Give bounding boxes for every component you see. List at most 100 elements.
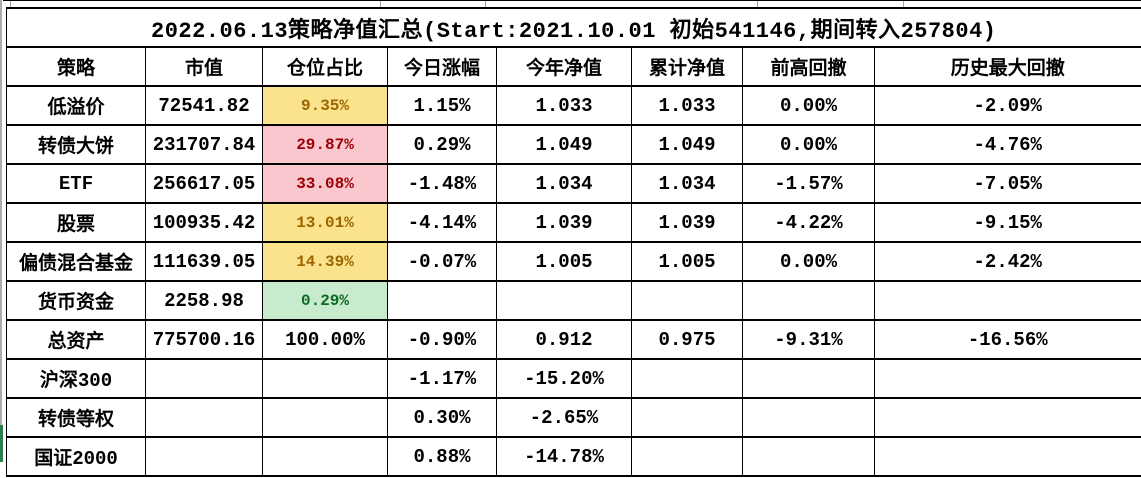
- cell-r3-c7[interactable]: -9.15%: [874, 202, 1141, 243]
- cell-r0-c0[interactable]: 低溢价: [6, 85, 146, 126]
- cell-r9-c4[interactable]: -14.78%: [496, 436, 632, 477]
- cell-r8-c7[interactable]: [874, 397, 1141, 438]
- cell-r8-c0[interactable]: 转债等权: [6, 397, 146, 438]
- cell-r2-c1[interactable]: 256617.05: [145, 163, 263, 204]
- cell-r5-c0[interactable]: 货币资金: [6, 280, 146, 321]
- cell-r6-c2[interactable]: 100.00%: [262, 319, 388, 360]
- cell-r9-c5[interactable]: [631, 436, 743, 477]
- cell-r5-c4[interactable]: [496, 280, 632, 321]
- cell-r2-c2[interactable]: 33.08%: [262, 163, 388, 204]
- title-row: 2022.06.13策略净值汇总(Start:2021.10.01 初始5411…: [6, 7, 1141, 48]
- cell-r4-c4[interactable]: 1.005: [496, 241, 632, 282]
- cell-r2-c4[interactable]: 1.034: [496, 163, 632, 204]
- table-title[interactable]: 2022.06.13策略净值汇总(Start:2021.10.01 初始5411…: [6, 7, 1141, 48]
- cell-r3-c4[interactable]: 1.039: [496, 202, 632, 243]
- cell-r5-c2[interactable]: 0.29%: [262, 280, 388, 321]
- cell-r7-c2[interactable]: [262, 358, 388, 399]
- cell-r7-c5[interactable]: [631, 358, 743, 399]
- cell-r3-c5[interactable]: 1.039: [631, 202, 743, 243]
- cell-r0-c1[interactable]: 72541.82: [145, 85, 263, 126]
- cell-r4-c6[interactable]: 0.00%: [742, 241, 875, 282]
- cell-r6-c6[interactable]: -9.31%: [742, 319, 875, 360]
- cell-r7-c0[interactable]: 沪深300: [6, 358, 146, 399]
- cell-r8-c5[interactable]: [631, 397, 743, 438]
- cell-r6-c7[interactable]: -16.56%: [874, 319, 1141, 360]
- gridline-top: [3, 0, 1141, 1]
- column-header-6[interactable]: 前高回撤: [742, 46, 875, 87]
- cell-r4-c3[interactable]: -0.07%: [387, 241, 497, 282]
- cell-r1-c0[interactable]: 转债大饼: [6, 124, 146, 165]
- cell-r0-c3[interactable]: 1.15%: [387, 85, 497, 126]
- cell-r3-c0[interactable]: 股票: [6, 202, 146, 243]
- cell-r5-c7[interactable]: [874, 280, 1141, 321]
- cell-r7-c4[interactable]: -15.20%: [496, 358, 632, 399]
- cell-r3-c2[interactable]: 13.01%: [262, 202, 388, 243]
- cell-r6-c0[interactable]: 总资产: [6, 319, 146, 360]
- cell-r4-c7[interactable]: -2.42%: [874, 241, 1141, 282]
- cell-r1-c2[interactable]: 29.87%: [262, 124, 388, 165]
- cell-r4-c2[interactable]: 14.39%: [262, 241, 388, 282]
- screenshot-left-edge: [0, 0, 2, 425]
- cell-r3-c3[interactable]: -4.14%: [387, 202, 497, 243]
- cell-r0-c6[interactable]: 0.00%: [742, 85, 875, 126]
- cell-r7-c6[interactable]: [742, 358, 875, 399]
- cell-r5-c5[interactable]: [631, 280, 743, 321]
- cell-r8-c6[interactable]: [742, 397, 875, 438]
- cell-r5-c3[interactable]: [387, 280, 497, 321]
- cell-r8-c4[interactable]: -2.65%: [496, 397, 632, 438]
- table-row: 货币资金 2258.98 0.29%: [6, 280, 1141, 321]
- column-header-2[interactable]: 仓位占比: [262, 46, 388, 87]
- cell-r7-c7[interactable]: [874, 358, 1141, 399]
- cell-r1-c3[interactable]: 0.29%: [387, 124, 497, 165]
- cell-r5-c6[interactable]: [742, 280, 875, 321]
- cell-r8-c3[interactable]: 0.30%: [387, 397, 497, 438]
- table-row: 国证2000 0.88% -14.78%: [6, 436, 1141, 477]
- gridline-stub: [903, 1, 904, 7]
- cell-r2-c5[interactable]: 1.034: [631, 163, 743, 204]
- cell-r2-c0[interactable]: ETF: [6, 163, 146, 204]
- cell-r4-c1[interactable]: 111639.05: [145, 241, 263, 282]
- table-row: 低溢价 72541.82 9.35% 1.15% 1.033 1.033 0.00% -2.0…: [6, 85, 1141, 126]
- table-row: 沪深300 -1.17% -15.20%: [6, 358, 1141, 399]
- cell-r3-c6[interactable]: -4.22%: [742, 202, 875, 243]
- cell-r9-c2[interactable]: [262, 436, 388, 477]
- cell-r9-c7[interactable]: [874, 436, 1141, 477]
- cell-r9-c0[interactable]: 国证2000: [6, 436, 146, 477]
- cell-r6-c4[interactable]: 0.912: [496, 319, 632, 360]
- cell-r3-c1[interactable]: 100935.42: [145, 202, 263, 243]
- cell-r4-c5[interactable]: 1.005: [631, 241, 743, 282]
- cell-r2-c3[interactable]: -1.48%: [387, 163, 497, 204]
- cell-r6-c3[interactable]: -0.90%: [387, 319, 497, 360]
- cell-r4-c0[interactable]: 偏债混合基金: [6, 241, 146, 282]
- column-header-0[interactable]: 策略: [6, 46, 146, 87]
- cell-r8-c2[interactable]: [262, 397, 388, 438]
- cell-r9-c3[interactable]: 0.88%: [387, 436, 497, 477]
- cell-r9-c6[interactable]: [742, 436, 875, 477]
- column-header-7[interactable]: 历史最大回撤: [874, 46, 1141, 87]
- column-header-1[interactable]: 市值: [145, 46, 263, 87]
- column-header-3[interactable]: 今日涨幅: [387, 46, 497, 87]
- cell-r5-c1[interactable]: 2258.98: [145, 280, 263, 321]
- cell-r1-c1[interactable]: 231707.84: [145, 124, 263, 165]
- cell-r1-c4[interactable]: 1.049: [496, 124, 632, 165]
- cell-r1-c7[interactable]: -4.76%: [874, 124, 1141, 165]
- cell-r0-c5[interactable]: 1.033: [631, 85, 743, 126]
- cell-r8-c1[interactable]: [145, 397, 263, 438]
- gridline-stub: [757, 1, 758, 7]
- cell-r2-c7[interactable]: -7.05%: [874, 163, 1141, 204]
- cell-r1-c6[interactable]: 0.00%: [742, 124, 875, 165]
- header-row: 策略 市值 仓位占比 今日涨幅 今年净值 累计净值 前高回撤 历史最大回撤: [6, 46, 1141, 87]
- column-header-5[interactable]: 累计净值: [631, 46, 743, 87]
- table-row: 总资产 775700.16 100.00% -0.90% 0.912 0.975 -9.31…: [6, 319, 1141, 360]
- cell-r0-c7[interactable]: -2.09%: [874, 85, 1141, 126]
- cell-r2-c6[interactable]: -1.57%: [742, 163, 875, 204]
- cell-r7-c1[interactable]: [145, 358, 263, 399]
- cell-r1-c5[interactable]: 1.049: [631, 124, 743, 165]
- cell-r6-c5[interactable]: 0.975: [631, 319, 743, 360]
- cell-r9-c1[interactable]: [145, 436, 263, 477]
- cell-r0-c2[interactable]: 9.35%: [262, 85, 388, 126]
- column-header-4[interactable]: 今年净值: [496, 46, 632, 87]
- cell-r6-c1[interactable]: 775700.16: [145, 319, 263, 360]
- cell-r7-c3[interactable]: -1.17%: [387, 358, 497, 399]
- cell-r0-c4[interactable]: 1.033: [496, 85, 632, 126]
